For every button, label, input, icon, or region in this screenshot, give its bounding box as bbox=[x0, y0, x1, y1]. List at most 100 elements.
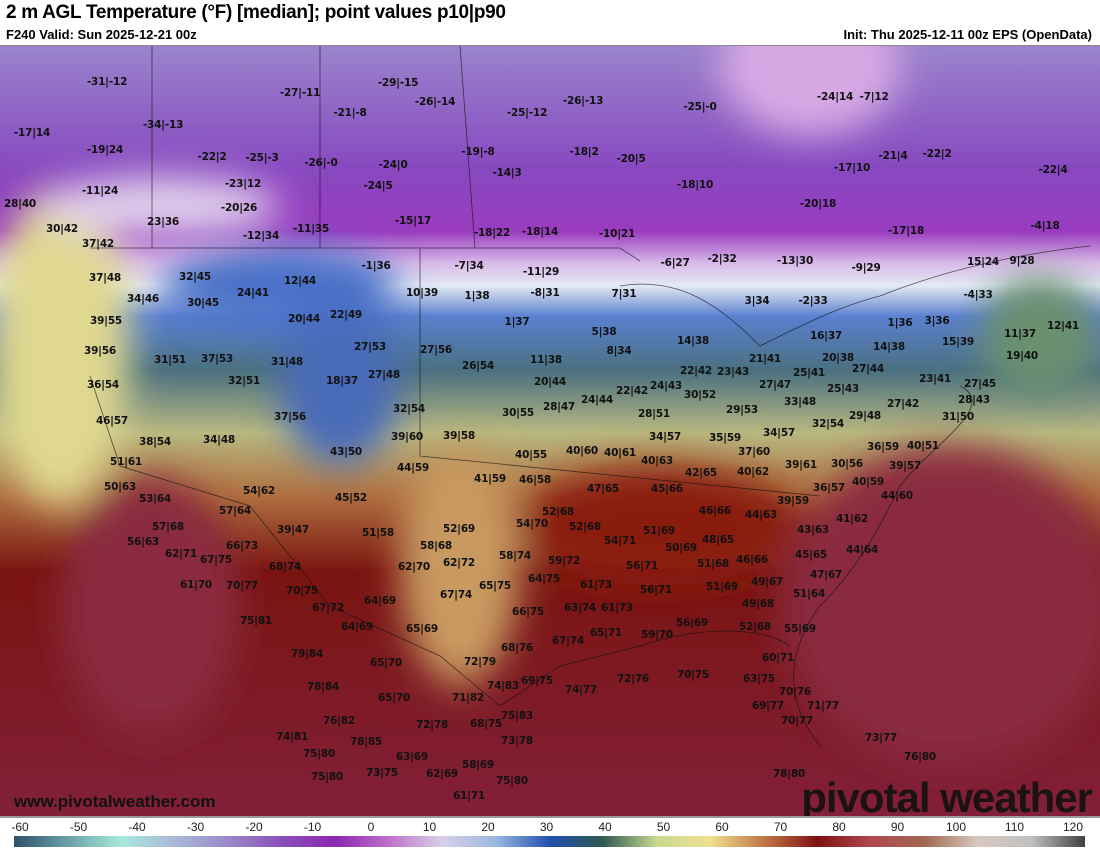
header: 2 m AGL Temperature (°F) [median]; point… bbox=[0, 0, 1100, 45]
colorbar-tick-label: -30 bbox=[186, 820, 205, 834]
colorbar-tick-label: 100 bbox=[945, 820, 967, 834]
point-value-label: 3|34 bbox=[744, 295, 770, 307]
point-value-label: -10|21 bbox=[598, 228, 636, 240]
point-value-label: 49|68 bbox=[741, 598, 775, 610]
point-value-label: 52|68 bbox=[738, 621, 772, 633]
website-url[interactable]: www.pivotalweather.com bbox=[14, 792, 216, 811]
point-value-label: 64|75 bbox=[527, 573, 561, 585]
point-value-label: 31|48 bbox=[270, 356, 304, 368]
point-value-label: 39|55 bbox=[89, 315, 123, 327]
point-value-label: 65|69 bbox=[405, 623, 439, 635]
point-value-label: 66|75 bbox=[511, 606, 545, 618]
point-value-label: 34|46 bbox=[126, 293, 160, 305]
point-value-label: -20|5 bbox=[616, 153, 646, 165]
point-value-label: 23|43 bbox=[716, 366, 750, 378]
point-value-label: -25|-12 bbox=[506, 107, 548, 119]
point-value-label: 44|60 bbox=[880, 490, 914, 502]
point-value-label: 14|38 bbox=[872, 341, 906, 353]
point-value-label: -6|27 bbox=[660, 257, 690, 269]
point-value-label: 27|48 bbox=[367, 369, 401, 381]
point-value-label: -17|14 bbox=[13, 127, 51, 139]
point-value-label: 46|57 bbox=[95, 415, 129, 427]
point-value-label: -7|34 bbox=[454, 260, 484, 272]
point-value-label: 27|53 bbox=[353, 341, 387, 353]
point-value-label: -11|29 bbox=[522, 266, 560, 278]
point-value-label: 30|55 bbox=[501, 407, 535, 419]
point-value-label: 37|48 bbox=[88, 272, 122, 284]
point-value-label: 52|69 bbox=[442, 523, 476, 535]
point-value-label: -21|-8 bbox=[333, 107, 367, 119]
valid-time: F240 Valid: Sun 2025-12-21 00z bbox=[6, 27, 197, 42]
point-value-label: 44|63 bbox=[744, 509, 778, 521]
point-value-label: 40|62 bbox=[736, 466, 770, 478]
temperature-map[interactable]: www.pivotalweather.com pivotal weather -… bbox=[0, 45, 1100, 818]
point-value-label: 39|58 bbox=[442, 430, 476, 442]
point-value-label: -9|29 bbox=[851, 262, 881, 274]
point-value-label: 39|61 bbox=[784, 459, 818, 471]
borders bbox=[89, 46, 1091, 747]
point-value-label: 39|56 bbox=[83, 345, 117, 357]
colorbar-tick-label: -50 bbox=[69, 820, 88, 834]
point-value-label: 29|53 bbox=[725, 404, 759, 416]
point-value-label: 31|50 bbox=[941, 411, 975, 423]
point-value-label: 36|59 bbox=[866, 441, 900, 453]
point-value-label: 51|64 bbox=[792, 588, 826, 600]
point-value-label: -26|-14 bbox=[414, 96, 456, 108]
point-value-label: 10|39 bbox=[405, 287, 439, 299]
point-value-label: -11|35 bbox=[292, 223, 330, 235]
point-value-label: 12|44 bbox=[283, 275, 317, 287]
point-value-label: 41|59 bbox=[473, 473, 507, 485]
point-value-label: 68|76 bbox=[500, 642, 534, 654]
point-value-label: -14|3 bbox=[492, 167, 522, 179]
point-value-label: 63|69 bbox=[395, 751, 429, 763]
point-value-label: 67|74 bbox=[551, 635, 585, 647]
point-value-label: -17|18 bbox=[887, 225, 925, 237]
point-value-label: 56|63 bbox=[126, 536, 160, 548]
point-value-label: 75|80 bbox=[302, 748, 336, 760]
colorbar-tick-label: 20 bbox=[481, 820, 495, 834]
point-value-label: 39|57 bbox=[888, 460, 922, 472]
colorbar-tick-label: 120 bbox=[1062, 820, 1084, 834]
point-value-label: 41|62 bbox=[835, 513, 869, 525]
point-value-label: 21|41 bbox=[748, 353, 782, 365]
point-value-label: -4|33 bbox=[963, 289, 993, 301]
point-value-label: 28|40 bbox=[3, 198, 37, 210]
point-value-label: -4|18 bbox=[1030, 220, 1060, 232]
point-value-label: 67|74 bbox=[439, 589, 473, 601]
point-value-label: 62|71 bbox=[164, 548, 198, 560]
temperature-field bbox=[0, 46, 1100, 816]
point-value-label: 58|68 bbox=[419, 540, 453, 552]
point-value-label: 65|70 bbox=[369, 657, 403, 669]
point-value-label: 62|70 bbox=[397, 561, 431, 573]
point-value-label: 67|72 bbox=[311, 602, 345, 614]
point-value-label: 75|80 bbox=[495, 775, 529, 787]
point-value-label: 28|43 bbox=[957, 394, 991, 406]
point-value-label: -2|33 bbox=[798, 295, 828, 307]
colorbar-tick-label: 90 bbox=[890, 820, 905, 834]
point-value-label: 1|37 bbox=[504, 316, 530, 328]
point-value-label: 70|76 bbox=[778, 686, 812, 698]
point-value-label: -22|2 bbox=[197, 151, 227, 163]
point-value-label: 32|54 bbox=[811, 418, 845, 430]
point-value-label: 18|37 bbox=[325, 375, 359, 387]
colorbar-tick-label: 30 bbox=[539, 820, 554, 834]
point-value-label: 16|37 bbox=[809, 330, 843, 342]
point-value-label: 24|44 bbox=[580, 394, 614, 406]
point-value-label: -18|14 bbox=[521, 226, 559, 238]
point-value-label: 47|67 bbox=[809, 569, 843, 581]
point-value-label: 40|59 bbox=[851, 476, 885, 488]
point-value-label: -18|22 bbox=[473, 227, 511, 239]
point-value-label: 70|77 bbox=[225, 580, 259, 592]
colorbar-tick-label: 60 bbox=[715, 820, 729, 834]
point-value-label: 61|71 bbox=[452, 790, 486, 802]
point-value-label: 70|75 bbox=[285, 585, 319, 597]
point-value-label: 7|31 bbox=[611, 288, 637, 300]
point-value-label: 70|75 bbox=[676, 669, 710, 681]
point-value-label: 48|65 bbox=[701, 534, 735, 546]
point-value-label: 74|83 bbox=[486, 680, 520, 692]
point-value-label: 19|40 bbox=[1005, 350, 1039, 362]
colorbar-tick-label: -60 bbox=[11, 820, 29, 834]
point-value-label: 63|74 bbox=[563, 602, 597, 614]
point-value-label: 1|38 bbox=[464, 290, 490, 302]
point-value-label: -21|4 bbox=[878, 150, 908, 162]
